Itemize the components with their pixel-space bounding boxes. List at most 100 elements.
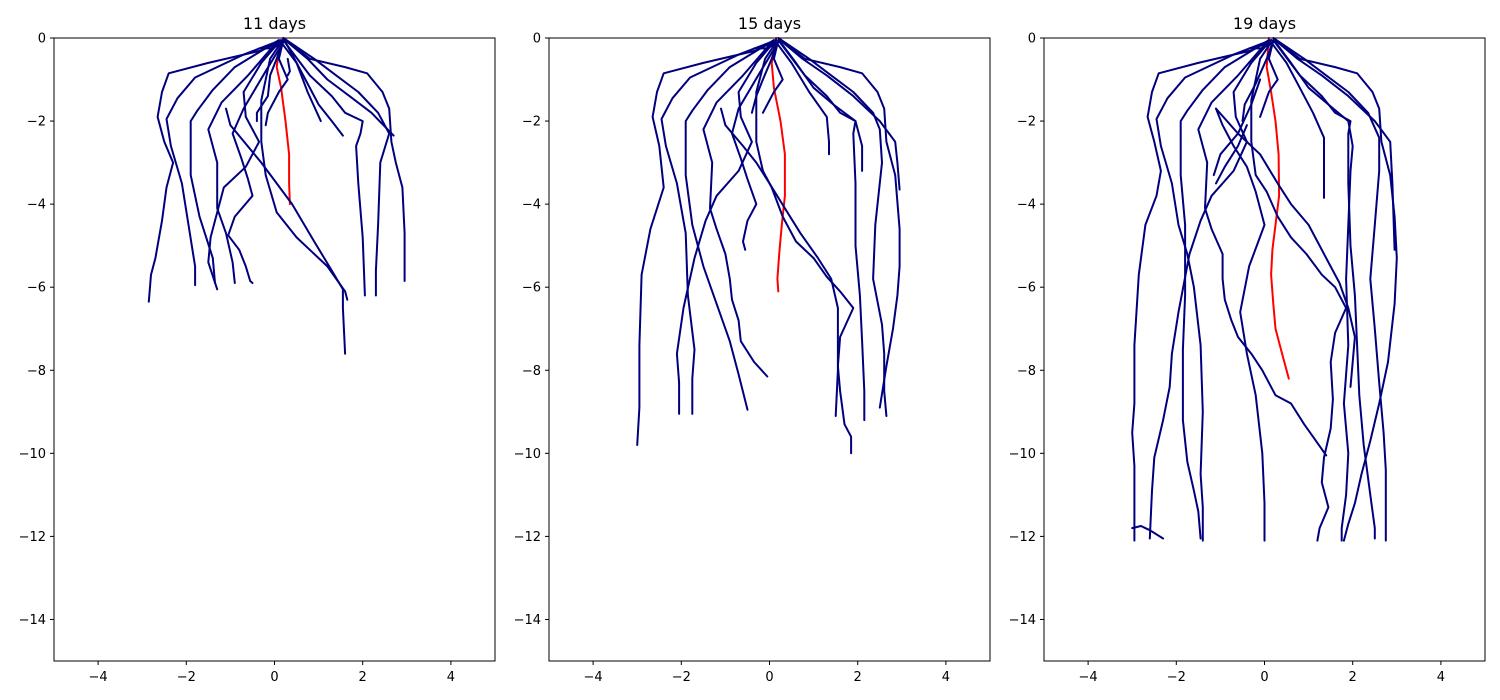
y-tick-label: −12 [514, 530, 541, 545]
primary-root-line [770, 37, 786, 293]
axes-frame [548, 37, 991, 662]
panel-1: 11 days −4 −2 0 2 4 0 −2 −4 −6 −8 −10 −12 −14 [19, 14, 496, 685]
lateral-root-line [207, 41, 280, 291]
x-tick-label: −2 [177, 670, 196, 685]
x-tick-label: 2 [359, 670, 367, 685]
lateral-root-line [731, 41, 780, 251]
y-tick-label: −2 [27, 115, 46, 130]
lateral-root-line [1272, 37, 1387, 542]
lateral-root-line [1276, 41, 1396, 251]
lateral-root-line [282, 37, 391, 297]
lateral-root-line [284, 41, 344, 137]
primary-root-line [1265, 37, 1290, 380]
lateral-root-line [225, 107, 347, 355]
y-tick-label: 0 [38, 32, 46, 47]
lateral-root-line [1197, 41, 1328, 457]
lateral-root-line [280, 41, 322, 123]
x-tick-label: 0 [1260, 670, 1268, 685]
lateral-root-line [1155, 39, 1273, 542]
y-tick-label: −10 [19, 447, 46, 462]
y-tick-label: −2 [1017, 115, 1036, 130]
lateral-root-line [1131, 525, 1165, 540]
y-tick-label: −2 [522, 115, 541, 130]
panel-title: 11 days [243, 14, 306, 33]
lateral-root-line [1248, 41, 1275, 50]
lateral-root-line [775, 41, 830, 156]
lateral-root-line [1274, 39, 1398, 542]
y-tick-label: −14 [1009, 613, 1036, 628]
axes-frame [53, 37, 496, 662]
lateral-root-line [1131, 39, 1273, 542]
x-tick-label: 4 [942, 670, 950, 685]
lateral-root-line [1274, 41, 1354, 542]
y-tick-label: −8 [27, 364, 46, 379]
x-tick-label: 0 [765, 670, 773, 685]
lateral-root-line [781, 41, 901, 191]
y-tick-label: −6 [522, 281, 541, 296]
lateral-root-line [660, 39, 778, 415]
lateral-root-line [1250, 41, 1348, 542]
x-tick-label: −4 [584, 670, 603, 685]
lateral-root-line [779, 39, 901, 409]
y-tick-label: −8 [1017, 364, 1036, 379]
y-tick-label: −10 [514, 447, 541, 462]
x-tick-label: 0 [270, 670, 278, 685]
lateral-root-line [286, 57, 291, 77]
y-tick-label: −4 [1017, 198, 1036, 213]
panel-title: 19 days [1233, 14, 1296, 33]
lateral-root-line [636, 39, 778, 446]
x-tick-label: −4 [1079, 670, 1098, 685]
x-tick-label: 2 [1349, 670, 1357, 685]
lateral-root-line [753, 41, 780, 50]
y-tick-label: 0 [533, 32, 541, 47]
lateral-root-line [282, 39, 366, 297]
x-tick-label: 2 [854, 670, 862, 685]
lateral-root-line [227, 41, 285, 284]
lateral-root-line [264, 39, 289, 127]
lateral-root-line [207, 41, 278, 284]
y-tick-label: −6 [1017, 281, 1036, 296]
lateral-root-line [1215, 107, 1266, 542]
y-tick-label: 0 [1028, 32, 1036, 47]
y-tick-label: −14 [514, 613, 541, 628]
lateral-root-line [777, 39, 866, 422]
lateral-root-line [755, 41, 855, 455]
y-tick-label: −6 [27, 281, 46, 296]
lateral-root-line [147, 39, 285, 303]
y-tick-label: −4 [522, 198, 541, 213]
lateral-root-line [750, 39, 780, 114]
x-tick-label: −4 [89, 670, 108, 685]
y-tick-label: −14 [19, 613, 46, 628]
lateral-root-line [1215, 124, 1248, 185]
y-tick-label: −10 [1009, 447, 1036, 462]
x-tick-label: 4 [1437, 670, 1445, 685]
y-tick-label: −12 [19, 530, 46, 545]
lateral-root-line [1212, 78, 1262, 177]
lateral-root-line [720, 107, 839, 417]
y-tick-label: −12 [1009, 530, 1036, 545]
lateral-root-line [1148, 41, 1270, 540]
lateral-root-line [777, 37, 888, 417]
lateral-root-line [1241, 39, 1275, 123]
lateral-root-line [761, 39, 784, 114]
y-tick-label: −8 [522, 364, 541, 379]
lateral-root-line [1179, 39, 1270, 540]
axes-frame [1043, 37, 1486, 662]
lateral-root-line [255, 39, 285, 123]
y-tick-label: −4 [27, 198, 46, 213]
lateral-root-line [702, 41, 773, 378]
lateral-root-line [284, 39, 406, 282]
lateral-root-line [1215, 107, 1356, 388]
x-tick-label: 4 [447, 670, 455, 685]
panel-3: 19 days −4 −2 0 2 4 0 −2 −4 −6 −8 −10 −12 −14 [1009, 14, 1486, 685]
x-tick-label: −2 [672, 670, 691, 685]
lateral-root-line [286, 41, 395, 137]
panel-2: 15 days −4 −2 0 2 4 0 −2 −4 −6 −8 −10 −12 −14 [514, 14, 991, 685]
lateral-root-line [1270, 41, 1325, 199]
lateral-root-line [165, 39, 283, 287]
x-tick-label: −2 [1167, 670, 1186, 685]
lateral-root-line [779, 41, 864, 172]
lateral-root-line [1259, 39, 1279, 118]
lateral-root-line [258, 41, 285, 50]
